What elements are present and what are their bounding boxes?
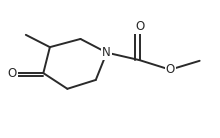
Text: O: O [7, 67, 17, 80]
Text: N: N [102, 46, 111, 59]
Text: O: O [135, 20, 144, 33]
Text: O: O [165, 63, 175, 76]
